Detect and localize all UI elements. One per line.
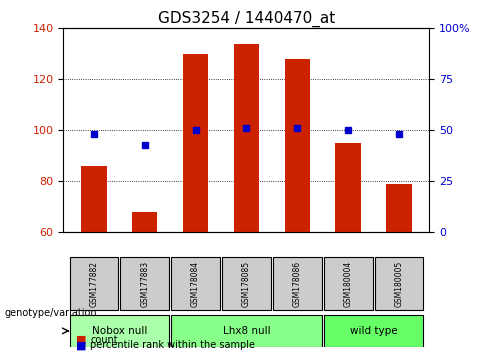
FancyBboxPatch shape xyxy=(171,315,322,347)
Text: GSM177882: GSM177882 xyxy=(89,261,99,307)
Text: GSM177883: GSM177883 xyxy=(140,261,149,307)
Bar xyxy=(285,59,310,232)
Text: Nobox null: Nobox null xyxy=(92,326,147,336)
Text: percentile rank within the sample: percentile rank within the sample xyxy=(90,340,255,350)
Text: ■: ■ xyxy=(76,340,86,350)
Bar xyxy=(386,184,412,232)
Text: GSM178086: GSM178086 xyxy=(293,261,302,307)
Bar xyxy=(81,166,107,232)
Text: GSM180005: GSM180005 xyxy=(394,261,404,307)
Text: GSM178085: GSM178085 xyxy=(242,261,251,307)
Text: Lhx8 null: Lhx8 null xyxy=(223,326,270,336)
Bar xyxy=(234,44,259,232)
FancyBboxPatch shape xyxy=(171,257,220,310)
Text: GSM180004: GSM180004 xyxy=(344,261,353,307)
Text: wild type: wild type xyxy=(350,326,397,336)
FancyBboxPatch shape xyxy=(222,257,271,310)
Title: GDS3254 / 1440470_at: GDS3254 / 1440470_at xyxy=(158,11,335,27)
Text: genotype/variation: genotype/variation xyxy=(5,308,98,318)
FancyBboxPatch shape xyxy=(69,315,169,347)
Text: ■: ■ xyxy=(76,335,86,345)
FancyBboxPatch shape xyxy=(121,257,169,310)
Text: count: count xyxy=(90,335,118,345)
FancyBboxPatch shape xyxy=(324,257,372,310)
Bar xyxy=(335,143,361,232)
FancyBboxPatch shape xyxy=(69,257,119,310)
Text: GSM178084: GSM178084 xyxy=(191,261,200,307)
FancyBboxPatch shape xyxy=(273,257,322,310)
Bar xyxy=(132,212,158,232)
FancyBboxPatch shape xyxy=(375,257,424,310)
FancyBboxPatch shape xyxy=(324,315,424,347)
Bar xyxy=(183,54,208,232)
